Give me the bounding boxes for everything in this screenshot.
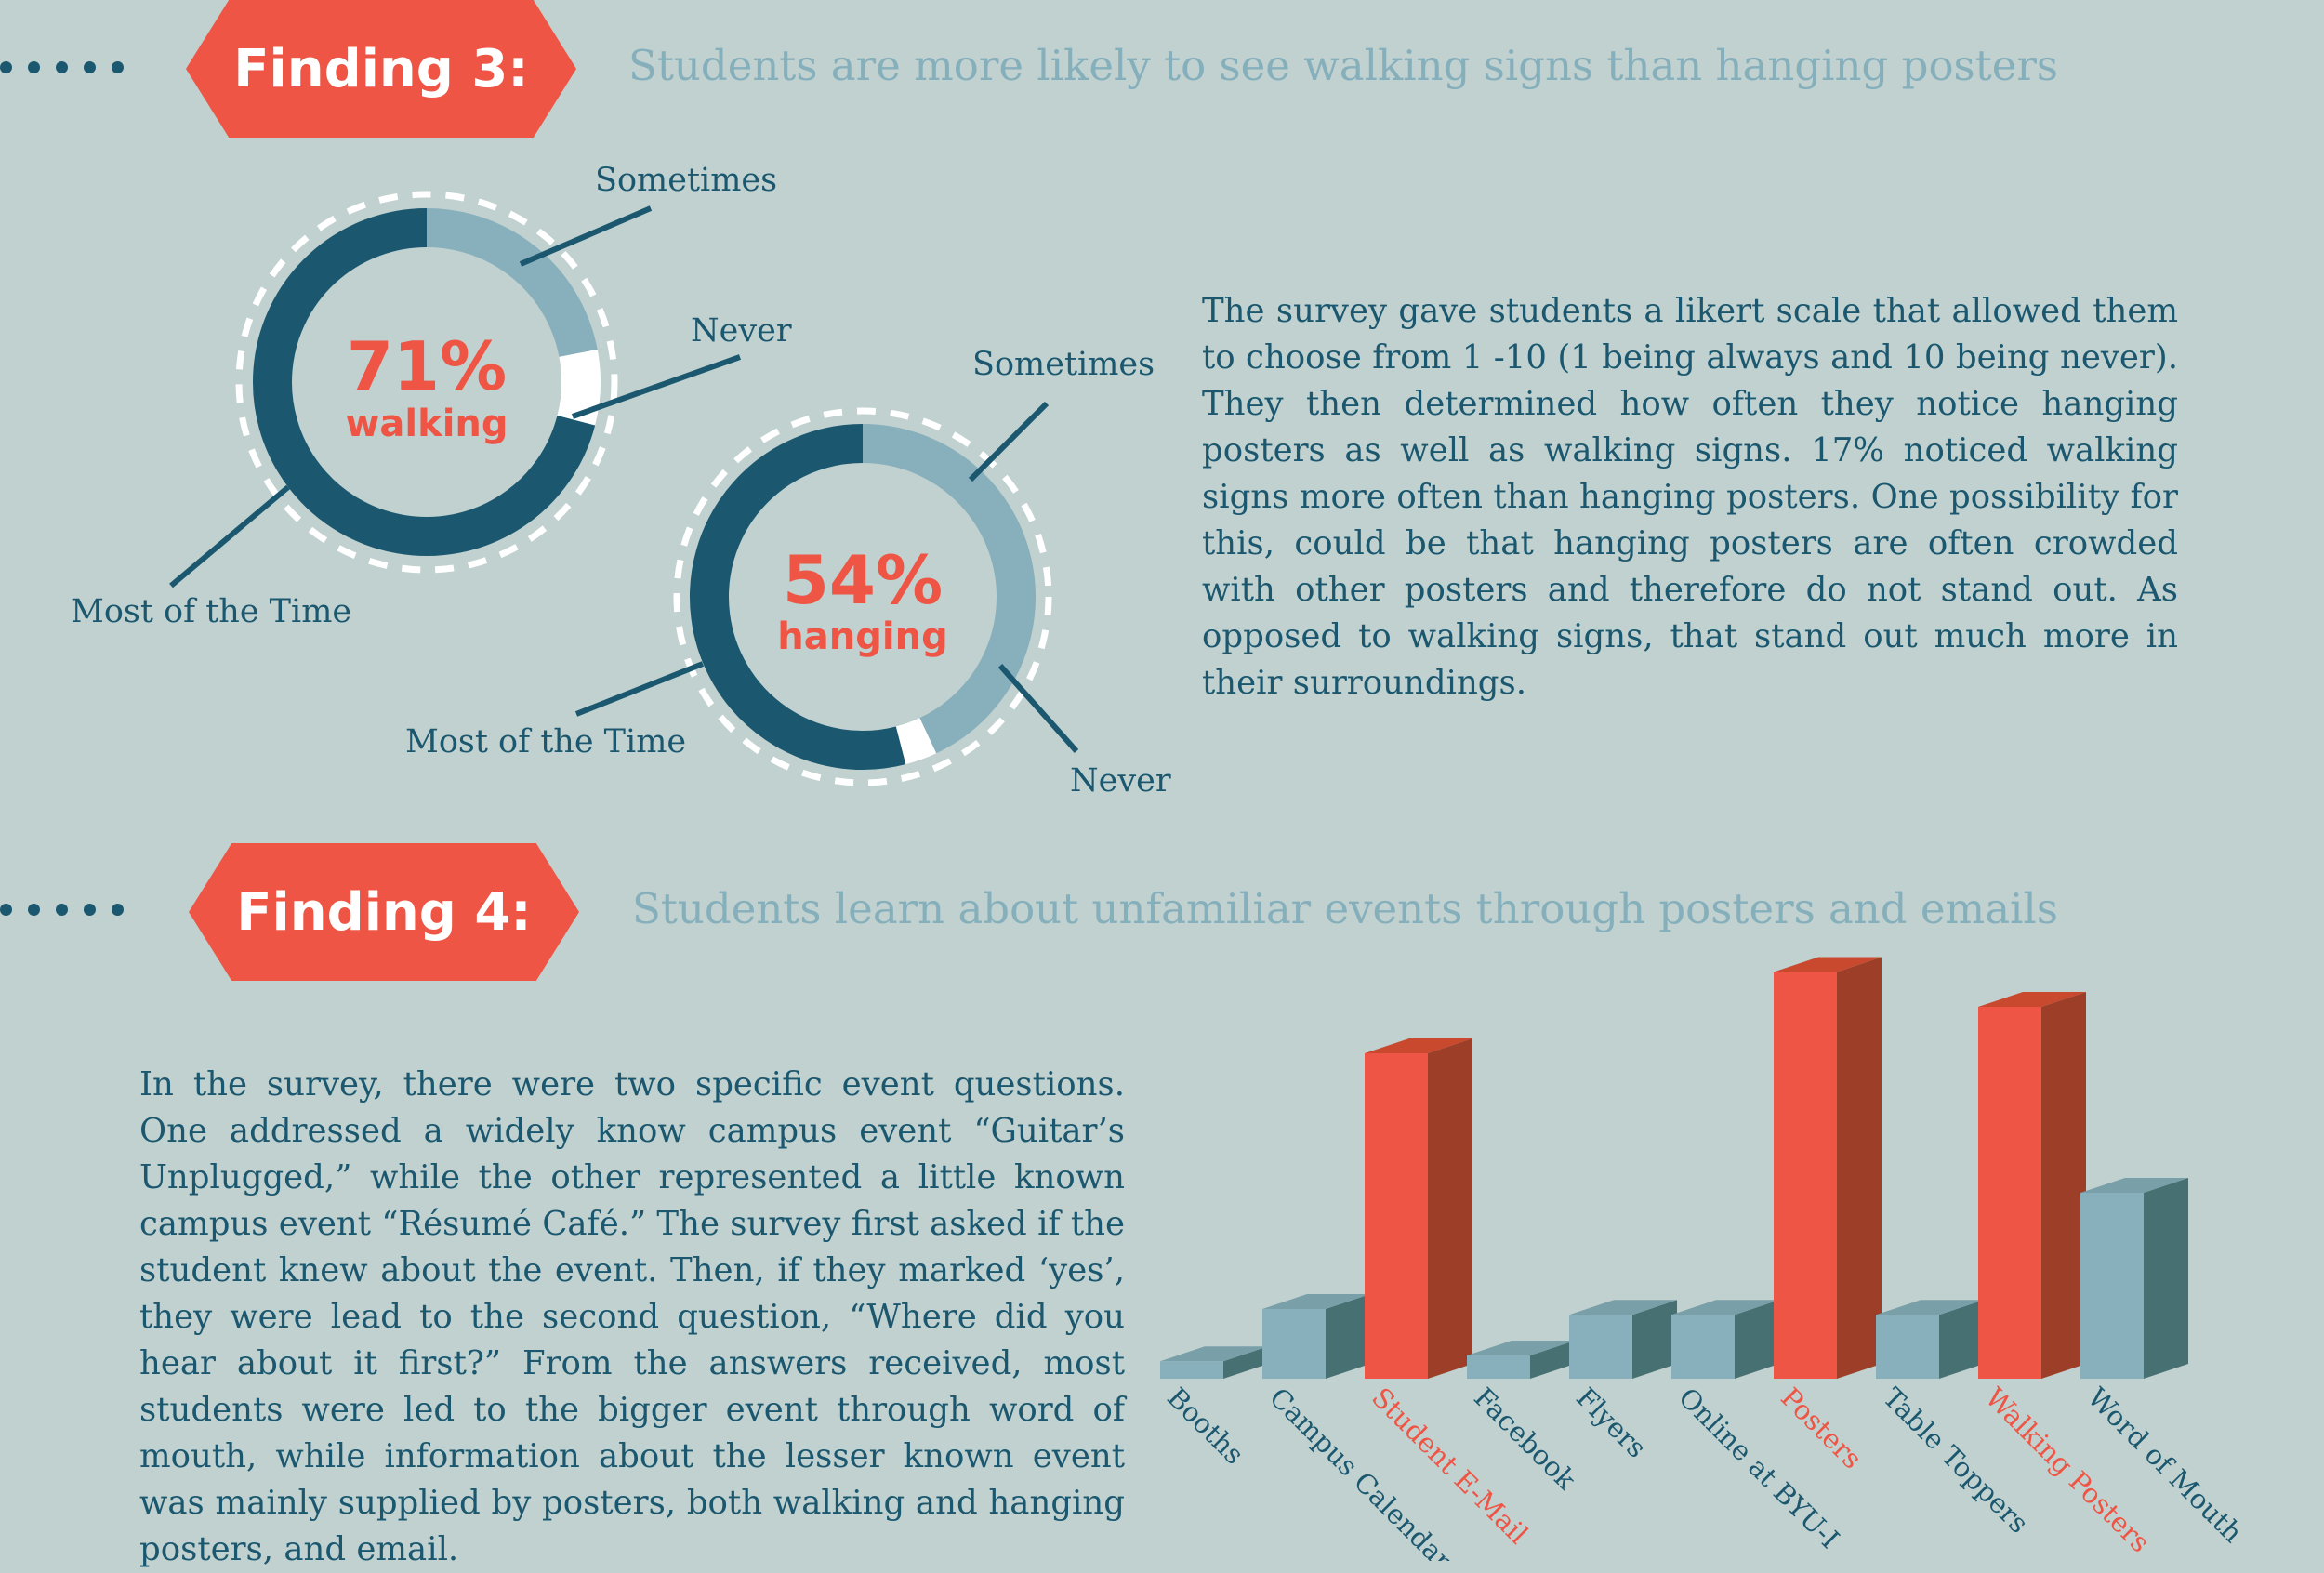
bar-walking-posters bbox=[1978, 1007, 2041, 1379]
bar-tick-label-booths: Booths bbox=[1161, 1381, 1250, 1471]
decorative-dots bbox=[0, 904, 124, 916]
bar-table-toppers bbox=[1876, 1315, 1939, 1379]
walking-most-label: Most of the Time bbox=[71, 593, 352, 630]
bar-tick-label-posters: Posters bbox=[1775, 1381, 1868, 1475]
finding-3-badge: Finding 3: bbox=[186, 0, 576, 138]
bar-posters bbox=[1774, 972, 1837, 1379]
finding-3-headline: Students are more likely to see walking … bbox=[628, 41, 2058, 90]
walking-donut-dashed-ring bbox=[235, 191, 618, 574]
bar-side-student-e-mail bbox=[1428, 1038, 1472, 1379]
walking-sometimes-label: Sometimes bbox=[595, 162, 778, 199]
finding-4-paragraph: In the survey, there were two specific e… bbox=[139, 1065, 1125, 1568]
bar-side-table-toppers bbox=[1939, 1300, 1984, 1379]
bar-top-flyers bbox=[1569, 1300, 1677, 1315]
bar-top-campus-calendar bbox=[1262, 1294, 1370, 1309]
hanging-most-leader bbox=[574, 661, 705, 717]
finding-4-headline: Students learn about unfamiliar events t… bbox=[632, 884, 2058, 933]
hanging-never-leader bbox=[997, 664, 1079, 753]
finding-4-badge: Finding 4: bbox=[189, 843, 579, 981]
hanging-sometimes-leader bbox=[968, 401, 1050, 482]
bar-side-word-of-mouth bbox=[2144, 1178, 2188, 1379]
bar-side-walking-posters bbox=[2041, 992, 2086, 1379]
hanging-donut-chart bbox=[690, 424, 1036, 770]
bar-top-table-toppers bbox=[1876, 1300, 1984, 1315]
walking-sometimes-leader bbox=[519, 205, 653, 267]
hanging-donut-dashed-ring bbox=[673, 407, 1052, 786]
bar-side-posters bbox=[1837, 957, 1882, 1379]
bar-side-facebook bbox=[1530, 1341, 1575, 1379]
bar-top-booths bbox=[1160, 1346, 1268, 1362]
bar-tick-label-campus-calendar: Campus Calendar bbox=[1263, 1381, 1459, 1561]
bar-top-walking-posters bbox=[1978, 992, 2086, 1007]
bar-side-booths bbox=[1223, 1346, 1268, 1379]
bar-flyers bbox=[1569, 1315, 1632, 1379]
hanging-slice-most-of-the-time bbox=[690, 424, 906, 770]
hanging-never-label: Never bbox=[1070, 762, 1171, 800]
bar-top-posters bbox=[1774, 957, 1882, 972]
bar-top-online-at-byu-i bbox=[1671, 1300, 1779, 1315]
walking-never-label: Never bbox=[691, 312, 792, 350]
bar-top-facebook bbox=[1467, 1341, 1575, 1355]
hanging-slice-sometimes bbox=[862, 424, 1036, 754]
walking-most-leader bbox=[169, 484, 290, 588]
walking-slice-never bbox=[557, 349, 601, 426]
walking-slice-most-of-the-time bbox=[253, 208, 596, 556]
bar-side-flyers bbox=[1632, 1300, 1677, 1379]
bar-top-word-of-mouth bbox=[2080, 1178, 2188, 1193]
hanging-most-label: Most of the Time bbox=[405, 723, 687, 760]
bar-tick-label-flyers: Flyers bbox=[1570, 1381, 1653, 1464]
walking-word: walking bbox=[345, 403, 508, 445]
bar-campus-calendar bbox=[1262, 1309, 1326, 1379]
bar-student-e-mail bbox=[1365, 1053, 1428, 1379]
bar-side-campus-calendar bbox=[1326, 1294, 1370, 1379]
hanging-word: hanging bbox=[777, 615, 948, 658]
bar-top-student-e-mail bbox=[1365, 1038, 1472, 1053]
walking-never-leader bbox=[571, 354, 742, 419]
bar-word-of-mouth bbox=[2080, 1193, 2144, 1379]
walking-percent: 71% bbox=[346, 327, 508, 405]
finding-3-paragraph: The survey gave students a likert scale … bbox=[1202, 292, 2178, 702]
decorative-dots bbox=[0, 61, 124, 73]
bar-facebook bbox=[1467, 1355, 1530, 1379]
bar-online-at-byu-i bbox=[1671, 1315, 1735, 1379]
hanging-sometimes-label: Sometimes bbox=[972, 346, 1155, 383]
hanging-percent: 54% bbox=[782, 541, 944, 619]
bar-booths bbox=[1160, 1361, 1223, 1379]
hanging-slice-never bbox=[895, 718, 937, 765]
bar-side-online-at-byu-i bbox=[1735, 1300, 1779, 1379]
